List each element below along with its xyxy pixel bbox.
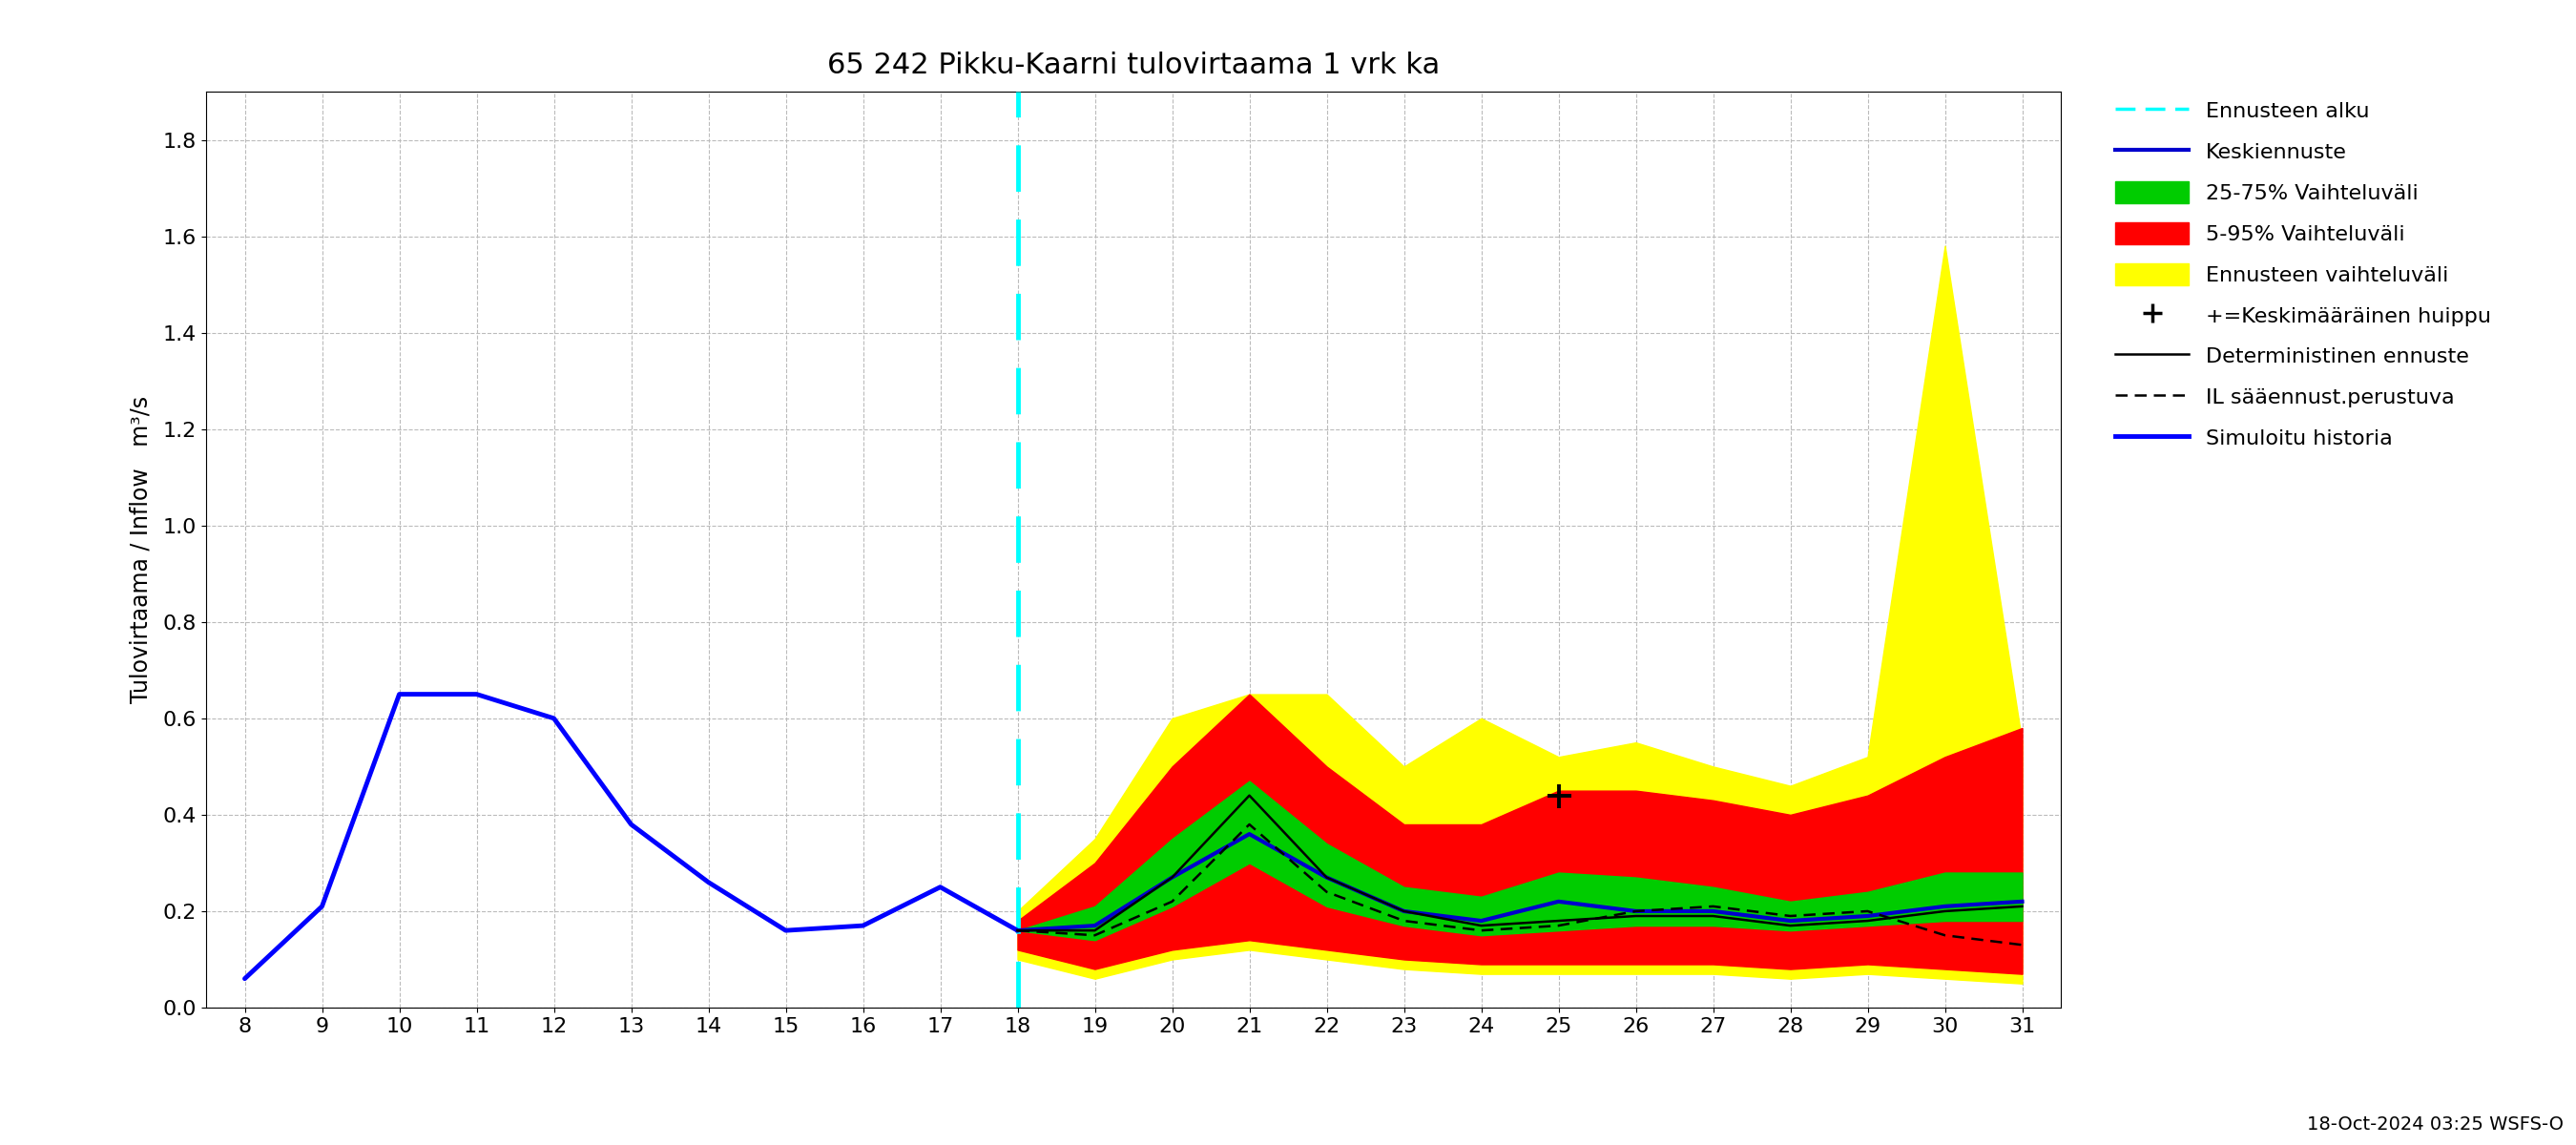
Legend: Ennusteen alku, Keskiennuste, 25-75% Vaihteluväli, 5-95% Vaihteluväli, Ennusteen: Ennusteen alku, Keskiennuste, 25-75% Vai… (2110, 93, 2499, 455)
Y-axis label: Tulovirtaama / Inflow   m³/s: Tulovirtaama / Inflow m³/s (129, 396, 152, 703)
Title: 65 242 Pikku-Kaarni tulovirtaama 1 vrk ka: 65 242 Pikku-Kaarni tulovirtaama 1 vrk k… (827, 52, 1440, 79)
Text: 18-Oct-2024 03:25 WSFS-O: 18-Oct-2024 03:25 WSFS-O (2306, 1115, 2563, 1134)
